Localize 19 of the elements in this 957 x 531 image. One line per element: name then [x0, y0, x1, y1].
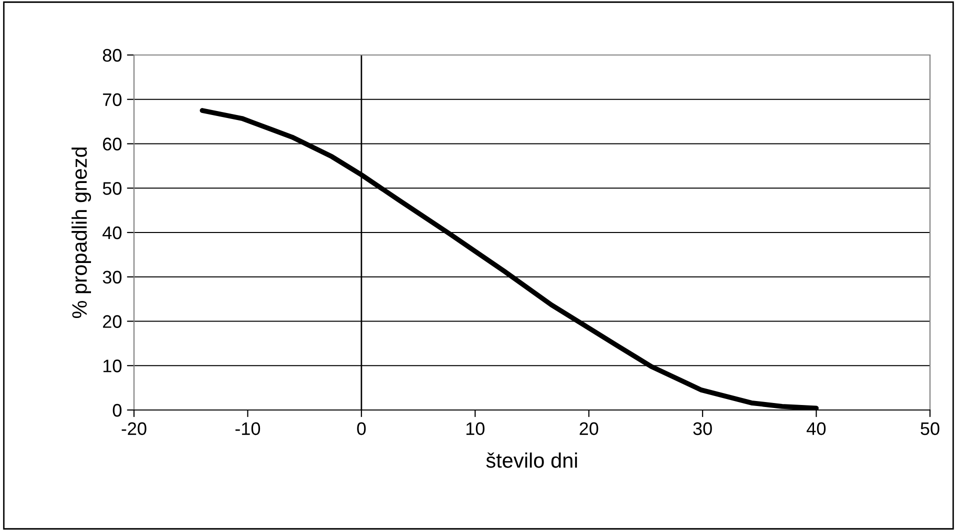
y-axis-title: % propadlih gnezd — [72, 148, 91, 318]
y-tick-label: 40 — [102, 226, 122, 240]
y-tick-label: 50 — [102, 182, 122, 195]
x-tick-label: 40 — [806, 422, 826, 436]
y-tick-label: 0 — [112, 404, 122, 417]
y-tick-label: 30 — [102, 270, 122, 284]
x-tick-label: -20 — [122, 422, 146, 436]
y-tick-label: 80 — [102, 48, 122, 62]
x-axis-title: število dni — [486, 452, 577, 468]
y-tick-label: 10 — [103, 360, 122, 372]
x-tick-label: -10 — [235, 422, 260, 436]
x-tick-label: 20 — [580, 422, 598, 436]
x-tick-label: 50 — [920, 422, 940, 436]
x-tick-label: 30 — [693, 422, 712, 436]
y-tick-label: 20 — [103, 315, 122, 328]
x-tick-label: 10 — [466, 422, 484, 436]
x-tick-label: 0 — [357, 422, 366, 436]
y-tick-label: 70 — [103, 93, 122, 106]
y-tick-label: 60 — [103, 138, 122, 150]
